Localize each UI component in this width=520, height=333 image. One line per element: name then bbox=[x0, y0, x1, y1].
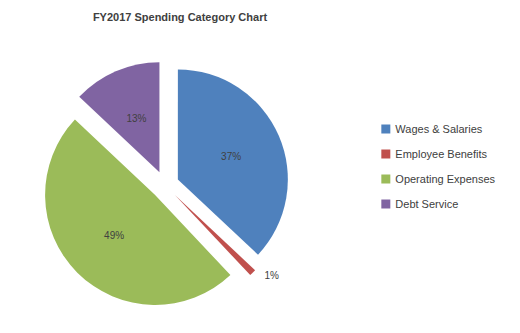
svg-text:Wages & Salaries: Wages & Salaries bbox=[395, 123, 483, 135]
svg-text:37%: 37% bbox=[221, 151, 241, 162]
svg-text:49%: 49% bbox=[104, 230, 124, 241]
svg-text:13%: 13% bbox=[126, 113, 146, 124]
svg-text:Debt Service: Debt Service bbox=[395, 198, 458, 210]
svg-text:FY2017 Spending Category Chart: FY2017 Spending Category Chart bbox=[93, 11, 268, 23]
svg-text:Operating Expenses: Operating Expenses bbox=[395, 173, 495, 185]
svg-text:1%: 1% bbox=[265, 270, 280, 281]
svg-text:Employee Benefits: Employee Benefits bbox=[395, 148, 487, 160]
